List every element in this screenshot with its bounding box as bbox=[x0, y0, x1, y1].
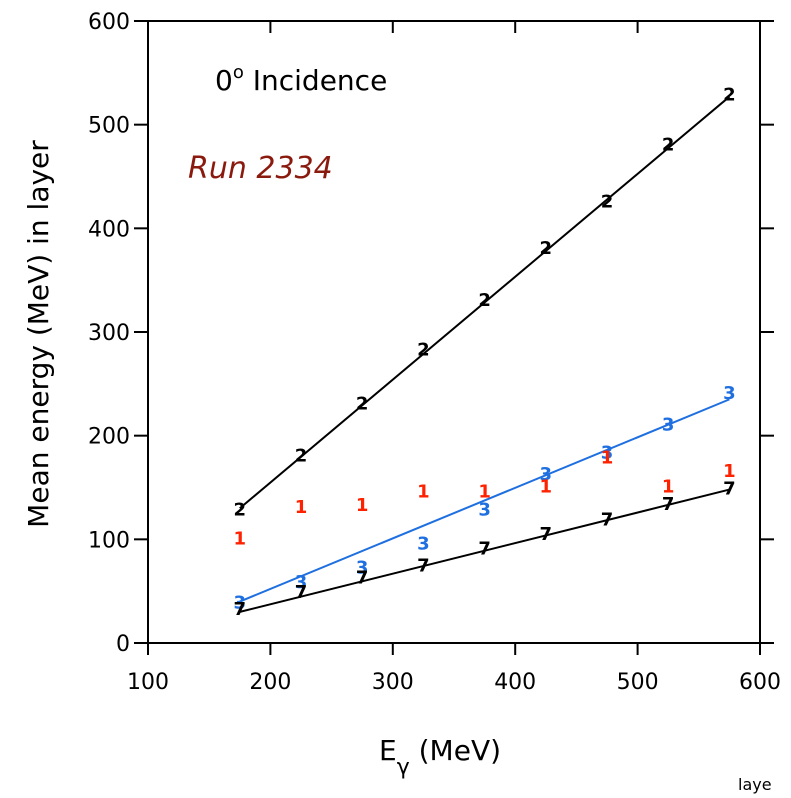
data-point-2: 2 bbox=[723, 85, 736, 106]
fit-line-3 bbox=[239, 398, 730, 603]
incidence-prefix: 0 bbox=[215, 64, 233, 97]
data-point-1: 1 bbox=[356, 495, 369, 516]
data-point-1: 1 bbox=[723, 461, 736, 482]
data-point-1: 1 bbox=[234, 528, 247, 549]
incidence-annotation: 0o Incidence bbox=[215, 62, 387, 97]
x-tick-label: 600 bbox=[739, 670, 781, 695]
data-point-1: 1 bbox=[417, 482, 430, 503]
x-axis-title-unit: (MeV) bbox=[410, 734, 501, 767]
x-tick-label: 500 bbox=[617, 670, 659, 695]
data-point-3: 3 bbox=[601, 442, 614, 463]
fit-line-2 bbox=[239, 95, 731, 509]
x-axis-ticks: 100 200 300 400 500 600 bbox=[127, 21, 781, 695]
data-point-7: 7 bbox=[478, 539, 491, 560]
data-point-1: 1 bbox=[478, 482, 491, 503]
data-point-2: 2 bbox=[417, 340, 430, 361]
y-tick-label: 100 bbox=[88, 528, 130, 553]
data-point-3: 3 bbox=[356, 557, 369, 578]
incidence-degree: o bbox=[233, 62, 244, 83]
data-point-1: 1 bbox=[662, 477, 675, 498]
y-axis-title: Mean energy (MeV) in layer bbox=[22, 140, 55, 528]
fit-lines bbox=[239, 95, 731, 613]
x-tick-label: 200 bbox=[249, 670, 291, 695]
data-point-3: 3 bbox=[295, 572, 308, 593]
data-point-3: 3 bbox=[417, 534, 430, 555]
data-point-2: 2 bbox=[356, 394, 369, 415]
data-point-7: 7 bbox=[662, 494, 675, 515]
x-tick-label: 300 bbox=[372, 670, 414, 695]
cutoff-text: laye bbox=[738, 775, 772, 794]
x-tick-label: 400 bbox=[494, 670, 536, 695]
data-point-7: 7 bbox=[234, 599, 247, 620]
data-point-2: 2 bbox=[601, 191, 614, 212]
data-point-2: 2 bbox=[478, 290, 491, 311]
data-point-1: 1 bbox=[601, 447, 614, 468]
data-point-2: 2 bbox=[662, 134, 675, 155]
data-point-2: 2 bbox=[540, 238, 553, 259]
x-axis-title: Eγ (MeV) bbox=[379, 734, 501, 780]
data-point-3: 3 bbox=[234, 593, 247, 614]
data-point-7: 7 bbox=[601, 510, 614, 531]
data-point-2: 2 bbox=[295, 445, 308, 466]
y-tick-label: 200 bbox=[88, 425, 130, 450]
data-point-7: 7 bbox=[417, 555, 430, 576]
y-tick-label: 300 bbox=[88, 321, 130, 346]
plot-frame bbox=[147, 20, 761, 644]
data-point-3: 3 bbox=[723, 383, 736, 404]
y-tick-label: 0 bbox=[116, 632, 130, 657]
data-point-1: 1 bbox=[295, 497, 308, 518]
y-tick-label: 400 bbox=[88, 217, 130, 242]
plot-border bbox=[147, 20, 761, 644]
data-point-7: 7 bbox=[356, 568, 369, 589]
data-point-3: 3 bbox=[662, 414, 675, 435]
x-axis-title-main: E bbox=[379, 734, 397, 767]
data-point-3: 3 bbox=[478, 499, 491, 520]
y-tick-label: 500 bbox=[88, 114, 130, 139]
data-point-1: 1 bbox=[540, 477, 553, 498]
x-tick-label: 100 bbox=[127, 670, 169, 695]
data-point-2: 2 bbox=[234, 499, 247, 520]
data-point-7: 7 bbox=[295, 582, 308, 603]
y-tick-label: 600 bbox=[88, 10, 130, 35]
x-axis-title-sub: γ bbox=[397, 755, 410, 780]
fit-line-7 bbox=[239, 488, 730, 613]
y-axis-ticks: 0 100 200 300 400 500 600 bbox=[88, 10, 774, 657]
incidence-suffix: Incidence bbox=[244, 64, 387, 97]
run-annotation: Run 2334 bbox=[188, 151, 333, 186]
data-point-7: 7 bbox=[723, 479, 736, 500]
data-point-7: 7 bbox=[540, 524, 553, 545]
data-point-3: 3 bbox=[540, 464, 553, 485]
